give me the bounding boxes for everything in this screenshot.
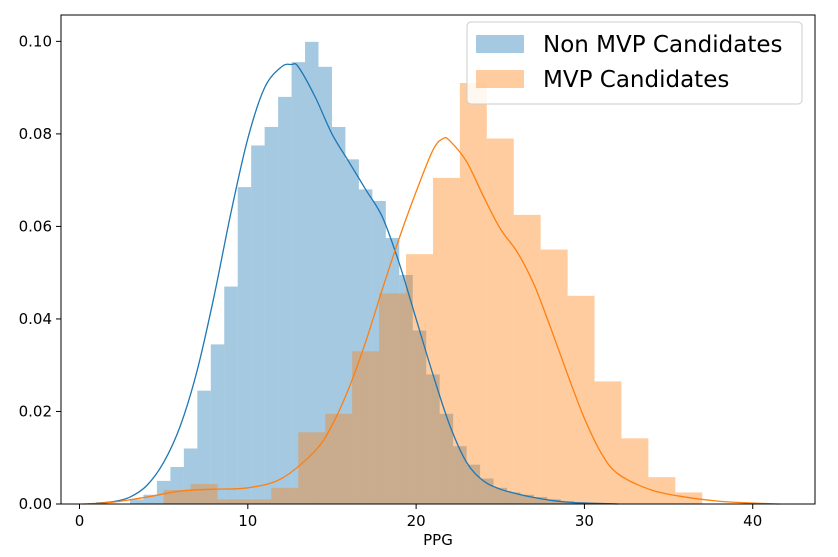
y-tick-label: 0.00 (19, 495, 52, 513)
y-tick-label: 0.02 (19, 402, 52, 420)
histogram-bar (459, 83, 487, 504)
histogram-bar (130, 499, 144, 504)
histogram-bar (621, 438, 649, 504)
histogram-bar (439, 413, 454, 504)
histogram-bar (352, 351, 380, 504)
histogram-bar (331, 126, 346, 504)
legend-swatch-mvp (476, 70, 524, 88)
histogram-bar (453, 446, 467, 504)
histogram-bar (372, 200, 386, 504)
histogram-bar (426, 374, 440, 504)
histogram-bar (237, 187, 252, 504)
legend-label-mvp: MVP Candidates (543, 67, 729, 93)
y-axis: 0.00 0.02 0.04 0.06 0.08 0.10 (19, 32, 61, 513)
histogram-bar (507, 492, 521, 504)
histogram-bar (520, 494, 534, 504)
histogram-bar (163, 490, 191, 504)
histogram-bar (493, 487, 508, 504)
legend-swatch-non-mvp (476, 35, 524, 53)
histogram-bar (156, 480, 171, 504)
legend-box (466, 21, 803, 105)
histogram-bar (399, 274, 413, 504)
histogram-bar (547, 499, 561, 504)
x-tick-label: 20 (407, 512, 426, 530)
x-tick-label: 0 (75, 512, 85, 530)
histogram-bar (190, 484, 218, 504)
histogram-bar (305, 41, 319, 504)
y-tick-label: 0.10 (19, 32, 52, 50)
histogram-bar (412, 330, 427, 504)
histogram-bar (540, 249, 568, 504)
histogram-bar (271, 487, 299, 504)
x-tick-label: 40 (743, 512, 762, 530)
histogram-bar (533, 497, 548, 504)
histogram-bar (567, 295, 595, 504)
bars-non-mvp (130, 41, 615, 505)
histogram-bar (264, 126, 279, 504)
kde-curve-mvp (82, 136, 780, 505)
histogram-bar (385, 237, 400, 504)
histogram-bar (244, 499, 272, 504)
legend: Non MVP Candidates MVP Candidates (466, 21, 803, 105)
histogram-bar (143, 494, 157, 504)
y-tick-label: 0.06 (19, 217, 52, 235)
histogram-bar (251, 145, 265, 505)
histogram-bar (432, 177, 460, 504)
histogram-bar (210, 344, 225, 504)
histogram-bar (325, 413, 353, 504)
x-tick-label: 30 (575, 512, 594, 530)
histogram-bar (197, 390, 211, 504)
histogram-bar (379, 293, 407, 504)
y-tick-label: 0.04 (19, 310, 52, 328)
kde-layer (82, 62, 780, 505)
x-axis: 0 10 20 30 40 (75, 504, 762, 530)
histogram-bar (594, 381, 622, 504)
kde-curve-non-mvp (96, 62, 619, 505)
x-tick-label: 10 (238, 512, 257, 530)
x-axis-title: PPG (423, 531, 453, 549)
y-tick-label: 0.08 (19, 125, 52, 143)
histogram-bar (358, 189, 373, 504)
histogram-bar (513, 214, 541, 504)
histogram-bar (278, 96, 292, 504)
histogram-bar (170, 466, 184, 504)
legend-label-non-mvp: Non MVP Candidates (543, 32, 783, 58)
bars-layer (130, 41, 703, 505)
histogram-bar (486, 138, 514, 505)
histogram-bar (291, 62, 306, 505)
histogram-bar (224, 286, 238, 504)
bars-mvp (163, 83, 703, 505)
histogram-bar (217, 499, 245, 504)
histogram-bar (318, 66, 332, 504)
plot-frame (60, 14, 816, 505)
histogram-bar (406, 254, 433, 504)
histogram-bar (345, 159, 359, 505)
